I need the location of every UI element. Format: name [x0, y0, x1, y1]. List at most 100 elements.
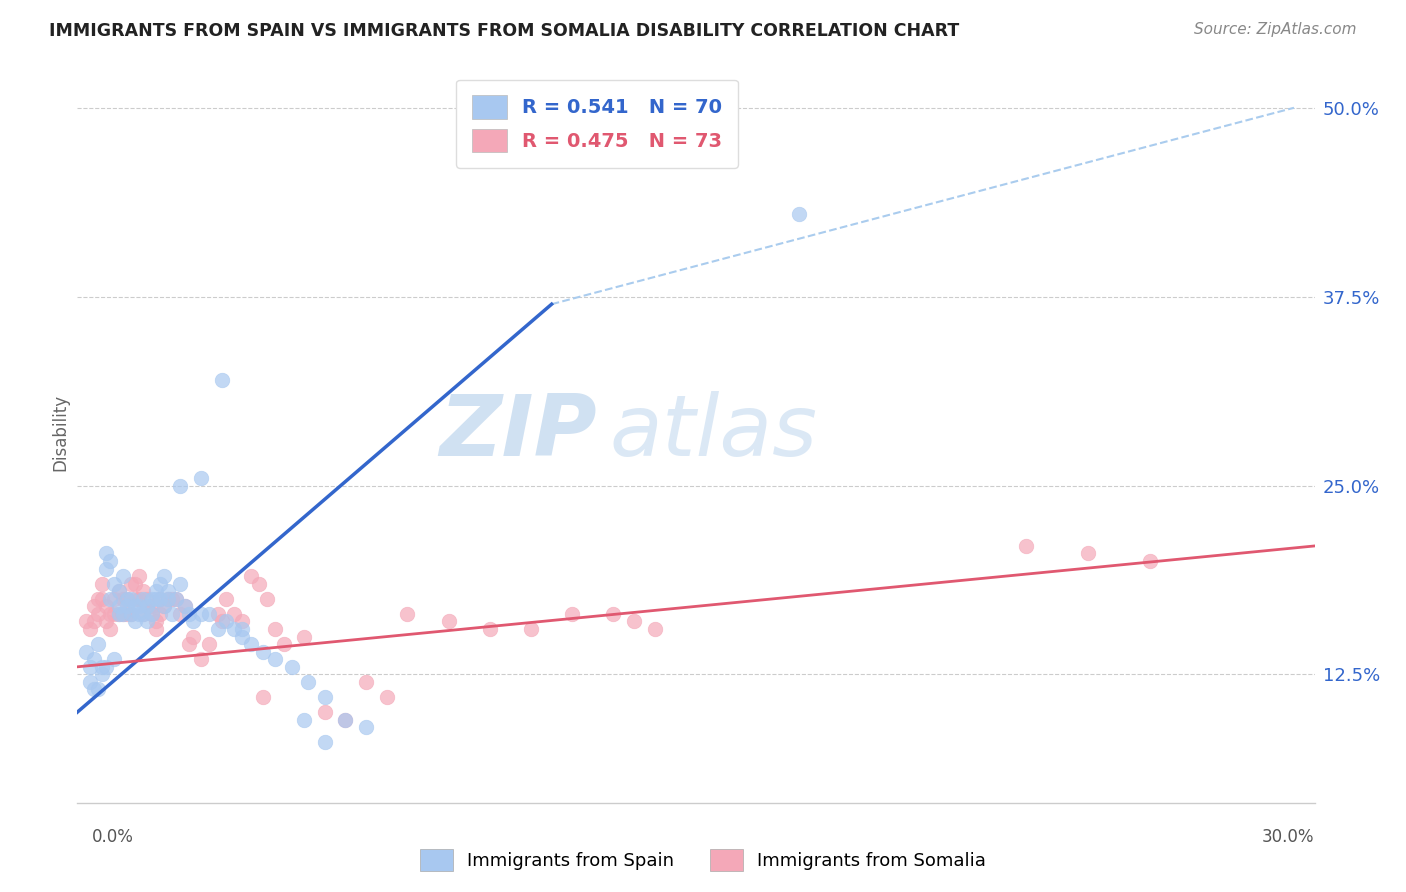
Point	[87, 682, 110, 697]
Point	[207, 607, 229, 621]
Point	[141, 591, 163, 606]
Point	[136, 615, 159, 629]
Point	[231, 615, 253, 629]
Point	[561, 607, 583, 621]
Point	[247, 576, 270, 591]
Point	[132, 591, 155, 606]
Point	[115, 599, 138, 614]
Point	[145, 615, 167, 629]
Legend: R = 0.541   N = 70, R = 0.475   N = 73: R = 0.541 N = 70, R = 0.475 N = 73	[456, 79, 738, 168]
Point	[231, 622, 253, 636]
Point	[252, 645, 274, 659]
Point	[79, 674, 101, 689]
Point	[437, 615, 460, 629]
Point	[107, 584, 129, 599]
Point	[520, 622, 543, 636]
Point	[96, 561, 118, 575]
Point	[103, 652, 125, 666]
Point	[177, 637, 200, 651]
Point	[98, 622, 121, 636]
Text: atlas: atlas	[609, 391, 817, 475]
Point	[128, 607, 150, 621]
Text: 0.0%: 0.0%	[91, 828, 134, 846]
Point	[211, 373, 233, 387]
Point	[83, 599, 105, 614]
Point	[149, 591, 172, 606]
Point	[128, 569, 150, 583]
Point	[292, 713, 315, 727]
Point	[136, 599, 159, 614]
Point	[120, 607, 142, 621]
Point	[1139, 554, 1161, 568]
Point	[153, 599, 176, 614]
Point	[91, 667, 114, 681]
Point	[1077, 547, 1099, 561]
Point	[314, 705, 336, 719]
Text: ZIP: ZIP	[439, 391, 598, 475]
Point	[120, 607, 142, 621]
Point	[190, 471, 212, 485]
Point	[111, 569, 134, 583]
Point	[181, 615, 204, 629]
Point	[198, 607, 221, 621]
Point	[115, 607, 138, 621]
Point	[96, 599, 118, 614]
Point	[169, 478, 191, 492]
Point	[314, 690, 336, 704]
Point	[173, 599, 195, 614]
Y-axis label: Disability: Disability	[51, 394, 69, 471]
Point	[145, 584, 167, 599]
Point	[173, 599, 195, 614]
Point	[83, 652, 105, 666]
Point	[98, 554, 121, 568]
Point	[141, 607, 163, 621]
Point	[141, 599, 163, 614]
Point	[157, 584, 180, 599]
Point	[145, 591, 167, 606]
Point	[111, 607, 134, 621]
Text: 30.0%: 30.0%	[1263, 828, 1315, 846]
Point	[623, 615, 645, 629]
Point	[169, 576, 191, 591]
Point	[149, 576, 172, 591]
Point	[103, 607, 125, 621]
Point	[787, 206, 810, 220]
Point	[153, 569, 176, 583]
Point	[91, 591, 114, 606]
Point	[478, 622, 501, 636]
Point	[91, 660, 114, 674]
Point	[181, 630, 204, 644]
Point	[335, 713, 357, 727]
Point	[215, 591, 238, 606]
Point	[222, 622, 245, 636]
Point	[98, 591, 121, 606]
Point	[120, 591, 142, 606]
Point	[160, 607, 183, 621]
Point	[177, 607, 200, 621]
Point	[83, 682, 105, 697]
Point	[96, 660, 118, 674]
Point	[264, 652, 287, 666]
Point	[314, 735, 336, 749]
Point	[83, 615, 105, 629]
Point	[124, 615, 146, 629]
Point	[128, 591, 150, 606]
Point	[103, 591, 125, 606]
Point	[79, 660, 101, 674]
Text: Source: ZipAtlas.com: Source: ZipAtlas.com	[1194, 22, 1357, 37]
Point	[149, 607, 172, 621]
Point	[136, 591, 159, 606]
Point	[215, 615, 238, 629]
Point	[128, 599, 150, 614]
Point	[75, 615, 97, 629]
Point	[111, 607, 134, 621]
Point	[124, 591, 146, 606]
Point	[103, 576, 125, 591]
Point	[132, 607, 155, 621]
Point	[1015, 539, 1038, 553]
Point	[136, 599, 159, 614]
Point	[79, 622, 101, 636]
Point	[145, 622, 167, 636]
Point	[297, 674, 319, 689]
Point	[602, 607, 624, 621]
